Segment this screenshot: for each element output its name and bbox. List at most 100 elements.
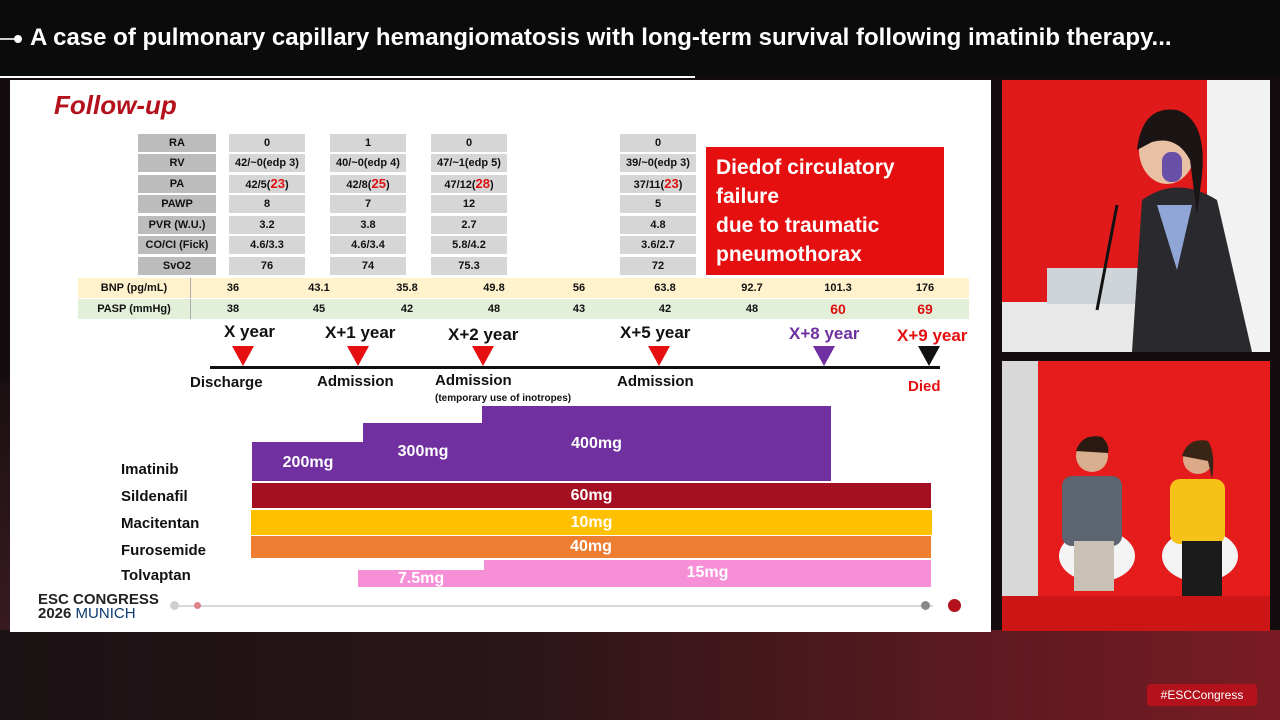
dose-label: 200mg xyxy=(282,454,334,471)
hemo-cell: 4.8 xyxy=(620,216,696,234)
congress-city: MUNICH xyxy=(75,605,136,622)
pasp-value: 42 xyxy=(658,303,672,315)
timeline-event: Discharge xyxy=(190,374,263,391)
timeline-year: X year xyxy=(224,322,276,341)
hemo-cell: 47/~1(edp 5) xyxy=(431,154,507,172)
title-bar: A case of pulmonary capillary hemangioma… xyxy=(0,0,1280,76)
hemo-cell: 39/~0(edp 3) xyxy=(620,154,696,172)
imatinib-bar-200: 200mg xyxy=(252,442,364,481)
timeline-event: Admission xyxy=(617,373,694,390)
timeline-event-died: Died xyxy=(908,378,951,399)
hemo-label-ra: RA xyxy=(138,134,216,152)
timeline-marker xyxy=(918,346,940,366)
hemo-cell: 74 xyxy=(330,257,406,275)
speaker-camera-feed xyxy=(1002,80,1270,352)
dose-label: 15mg xyxy=(686,564,729,581)
drug-label-macitentan: Macitentan xyxy=(121,515,200,532)
cause-of-death-line: Diedof circulatory xyxy=(716,156,895,179)
pasp-row: PASP (mmHg) 38 45 42 48 43 42 48 60 69 xyxy=(78,299,969,319)
hemo-cell: 8 xyxy=(229,195,305,213)
slide-progress-track xyxy=(173,605,933,607)
hemo-label-rv: RV xyxy=(138,154,216,172)
bnp-value: 36 xyxy=(226,282,240,294)
hemo-cell: 3.6/2.7 xyxy=(620,236,696,254)
panel-camera-feed xyxy=(1002,361,1270,631)
pasp-value: 48 xyxy=(745,303,759,315)
pasp-value: 43 xyxy=(572,303,586,315)
progress-current-dot xyxy=(194,602,201,609)
pa-mean: 23 xyxy=(270,176,285,191)
speaker-video-image xyxy=(1002,80,1270,352)
progress-end-dot xyxy=(948,599,961,612)
pa-mean: 25 xyxy=(371,176,386,191)
tolvaptan-bar-15: 15mg xyxy=(484,560,931,587)
congress-logo-line2: 2026 MUNICH xyxy=(38,605,136,622)
pasp-value: 45 xyxy=(312,303,326,315)
presentation-slide: Follow-up RA RV PA PAWP PVR (W.U.) CO/CI… xyxy=(10,80,991,632)
hemo-label-pa: PA xyxy=(138,175,216,193)
cause-of-death-line: pneumothorax xyxy=(716,243,862,266)
pasp-value: 48 xyxy=(487,303,501,315)
hemo-cell: 40/~0(edp 4) xyxy=(330,154,406,172)
title-bullet-dot xyxy=(14,35,22,43)
timeline-event: Admission xyxy=(317,373,394,390)
hemo-cell: 4.6/3.3 xyxy=(229,236,305,254)
imatinib-bar-400: 400mg xyxy=(482,406,831,481)
cause-of-death-line: due to traumatic xyxy=(716,214,880,237)
title-bullet-line xyxy=(0,38,16,40)
drug-label-imatinib: Imatinib xyxy=(121,461,179,478)
progress-start-dot xyxy=(170,601,179,610)
pasp-value-high: 69 xyxy=(917,301,933,317)
timeline-marker xyxy=(648,346,670,366)
background-art xyxy=(0,630,1280,720)
hemo-cell: 7 xyxy=(330,195,406,213)
drug-label-furosemide: Furosemide xyxy=(121,542,207,559)
pasp-value: 42 xyxy=(400,303,414,315)
timeline-year: X+1 year xyxy=(325,323,396,342)
hemo-cell: 42/~0(edp 3) xyxy=(229,154,305,172)
hemo-cell-pa: 42/8(25) xyxy=(330,175,406,193)
pa-mean: 23 xyxy=(664,176,679,191)
dose-label: 60mg xyxy=(570,487,613,504)
dose-label: 400mg xyxy=(571,435,622,452)
hemo-cell: 0 xyxy=(431,134,507,152)
hashtag-badge: #ESCCongress xyxy=(1147,684,1257,706)
slide-title: Follow-up xyxy=(54,90,177,120)
timeline-year: X+5 year xyxy=(620,323,691,342)
hemo-cell-pa: 42/5(23) xyxy=(229,175,305,193)
cause-of-death-box: Diedof circulatory failure due to trauma… xyxy=(706,147,944,275)
bnp-value: 101.3 xyxy=(824,282,852,294)
hemo-cell: 4.6/3.4 xyxy=(330,236,406,254)
timeline-axis xyxy=(210,366,940,369)
hemo-label-pvr: PVR (W.U.) xyxy=(138,216,216,234)
hemo-label-svo2: SvO2 xyxy=(138,257,216,275)
macitentan-bar: 10mg xyxy=(251,510,932,535)
panel-video-image xyxy=(1002,361,1270,631)
bnp-value: 63.8 xyxy=(654,282,676,294)
dose-label: 10mg xyxy=(570,514,613,531)
bnp-value: 43.1 xyxy=(308,282,330,294)
tolvaptan-bar-7-5: 7.5mg xyxy=(358,570,484,587)
timeline-event-note: (temporary use of inotropes) xyxy=(435,393,572,404)
pasp-value-high: 60 xyxy=(830,301,846,317)
furosemide-bar: 40mg xyxy=(251,536,931,558)
bnp-value: 35.8 xyxy=(396,282,418,294)
timeline-year: X+2 year xyxy=(448,325,519,344)
progress-dot xyxy=(921,601,930,610)
drug-label-tolvaptan: Tolvaptan xyxy=(121,567,191,584)
hemo-cell: 3.2 xyxy=(229,216,305,234)
timeline-year: X+8 year xyxy=(789,324,860,343)
sildenafil-bar: 60mg xyxy=(252,483,931,508)
hemo-cell: 76 xyxy=(229,257,305,275)
pa-systolic-diastolic: 37/11( xyxy=(633,179,665,191)
hemo-cell: 2.7 xyxy=(431,216,507,234)
title-underline xyxy=(0,76,695,78)
hemo-cell: 72 xyxy=(620,257,696,275)
timeline-year: X+9 year xyxy=(887,320,978,348)
dose-label: 40mg xyxy=(570,538,612,555)
pasp-value: 38 xyxy=(226,303,240,315)
hemo-cell-pa: 37/11(23) xyxy=(620,175,696,193)
congress-year: 2026 xyxy=(38,605,72,622)
pasp-row-label: PASP (mmHg) xyxy=(78,299,191,319)
dose-label: 7.5mg xyxy=(397,570,445,587)
